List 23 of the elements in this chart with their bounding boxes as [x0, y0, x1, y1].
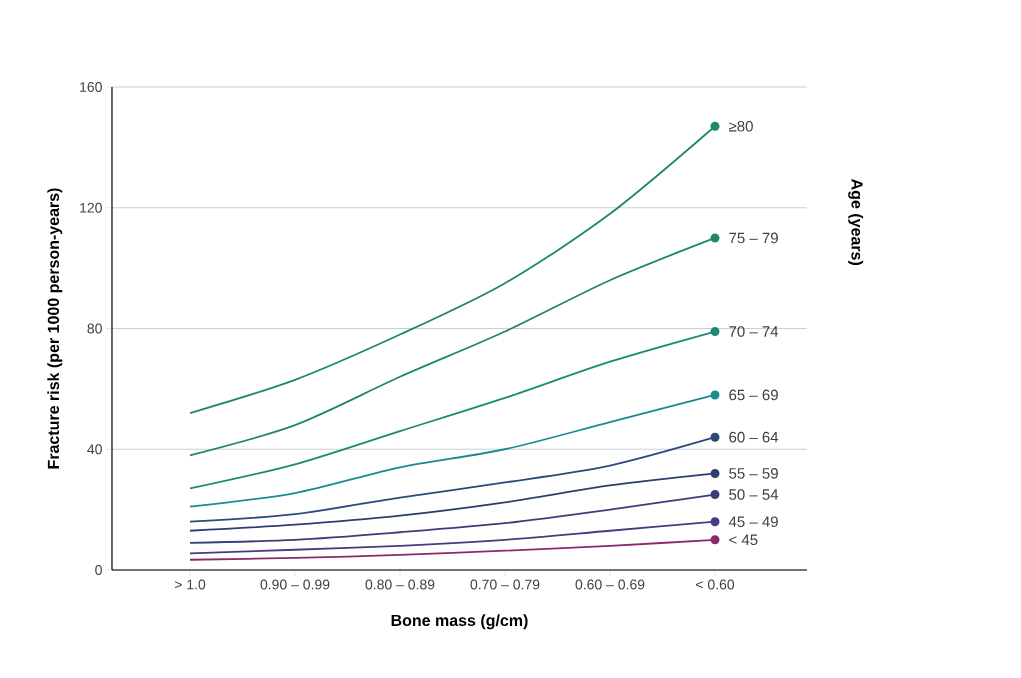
x-tick-label: < 0.60	[696, 579, 735, 590]
series-label: 45 – 49	[728, 516, 778, 527]
x-tick-label: 0.90 – 0.99	[260, 579, 330, 590]
y-tick-label: 40	[87, 444, 102, 455]
series-label: 50 – 54	[729, 489, 779, 500]
series-label: 55 – 59	[729, 468, 778, 479]
series-label: ≥80	[729, 120, 753, 132]
x-tick-label: 0.60 – 0.69	[575, 579, 645, 590]
y-tick-label: 0	[95, 565, 102, 575]
series-label: 70 – 74	[729, 326, 779, 337]
x-tick-label: 0.80 – 0.89	[365, 579, 435, 590]
y-tick-label: 120	[80, 202, 102, 213]
series-label: 65 – 69	[729, 389, 778, 401]
series-label: 75 – 79	[729, 232, 778, 244]
y-axis-title: Fracture risk (per 1000 person-years)	[47, 188, 63, 469]
series-label: 60 – 64	[729, 431, 779, 443]
x-axis-title: Bone mass (g/cm)	[391, 614, 528, 630]
x-tick-label: 0.70 – 0.79	[470, 579, 540, 590]
legend-title: Age (years)	[848, 179, 864, 265]
series-label: < 45	[729, 534, 758, 546]
y-tick-label: 160	[80, 82, 102, 92]
x-tick-label: > 1.0	[174, 579, 206, 590]
y-tick-label: 80	[87, 323, 102, 334]
